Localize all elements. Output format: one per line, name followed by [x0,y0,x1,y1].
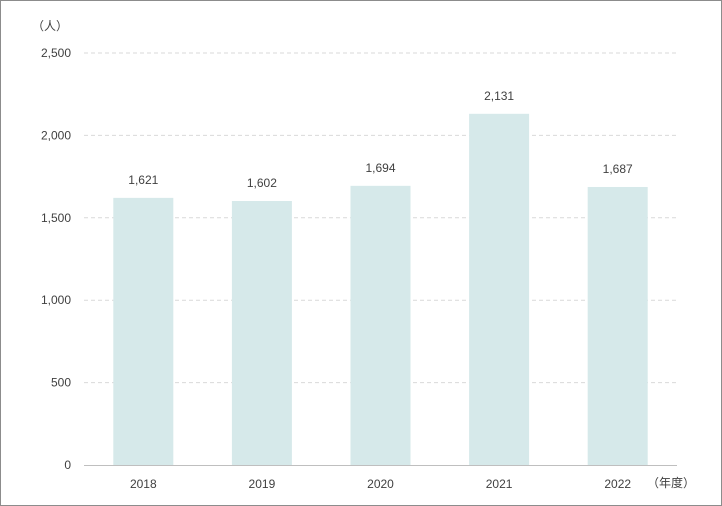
y-tick-label: 500 [51,376,71,390]
bar-2019 [231,200,292,465]
bar-2021 [469,113,530,465]
bar-2020 [350,185,411,465]
data-label: 1,621 [128,173,158,187]
bars [113,113,648,466]
data-label: 2,131 [484,89,514,103]
x-tick-label: 2019 [249,477,276,491]
data-labels: 1,621 1,602 1,694 2,131 1,687 [128,89,633,190]
x-tick-label: 2018 [130,477,157,491]
y-tick-label: 2,000 [41,128,71,142]
y-tick-label: 1,000 [41,293,71,307]
data-label: 1,602 [247,176,277,190]
x-tick-label: 2021 [486,477,513,491]
y-tick-label: 0 [64,458,71,472]
bar-2022 [587,186,648,465]
x-tick-label: 2022 [604,477,631,491]
x-tick-label: 2020 [367,477,394,491]
x-axis-unit-label: （年度） [647,475,695,490]
y-tick-label: 1,500 [41,211,71,225]
y-tick-labels: 0 500 1,000 1,500 2,000 2,500 [41,46,71,472]
data-label: 1,687 [603,162,633,176]
bar-2018 [113,197,174,466]
y-axis-unit-label: （人） [32,19,68,33]
y-tick-label: 2,500 [41,46,71,60]
x-tick-labels: 2018 2019 2020 2021 2022 [130,477,631,491]
data-label: 1,694 [365,161,395,175]
